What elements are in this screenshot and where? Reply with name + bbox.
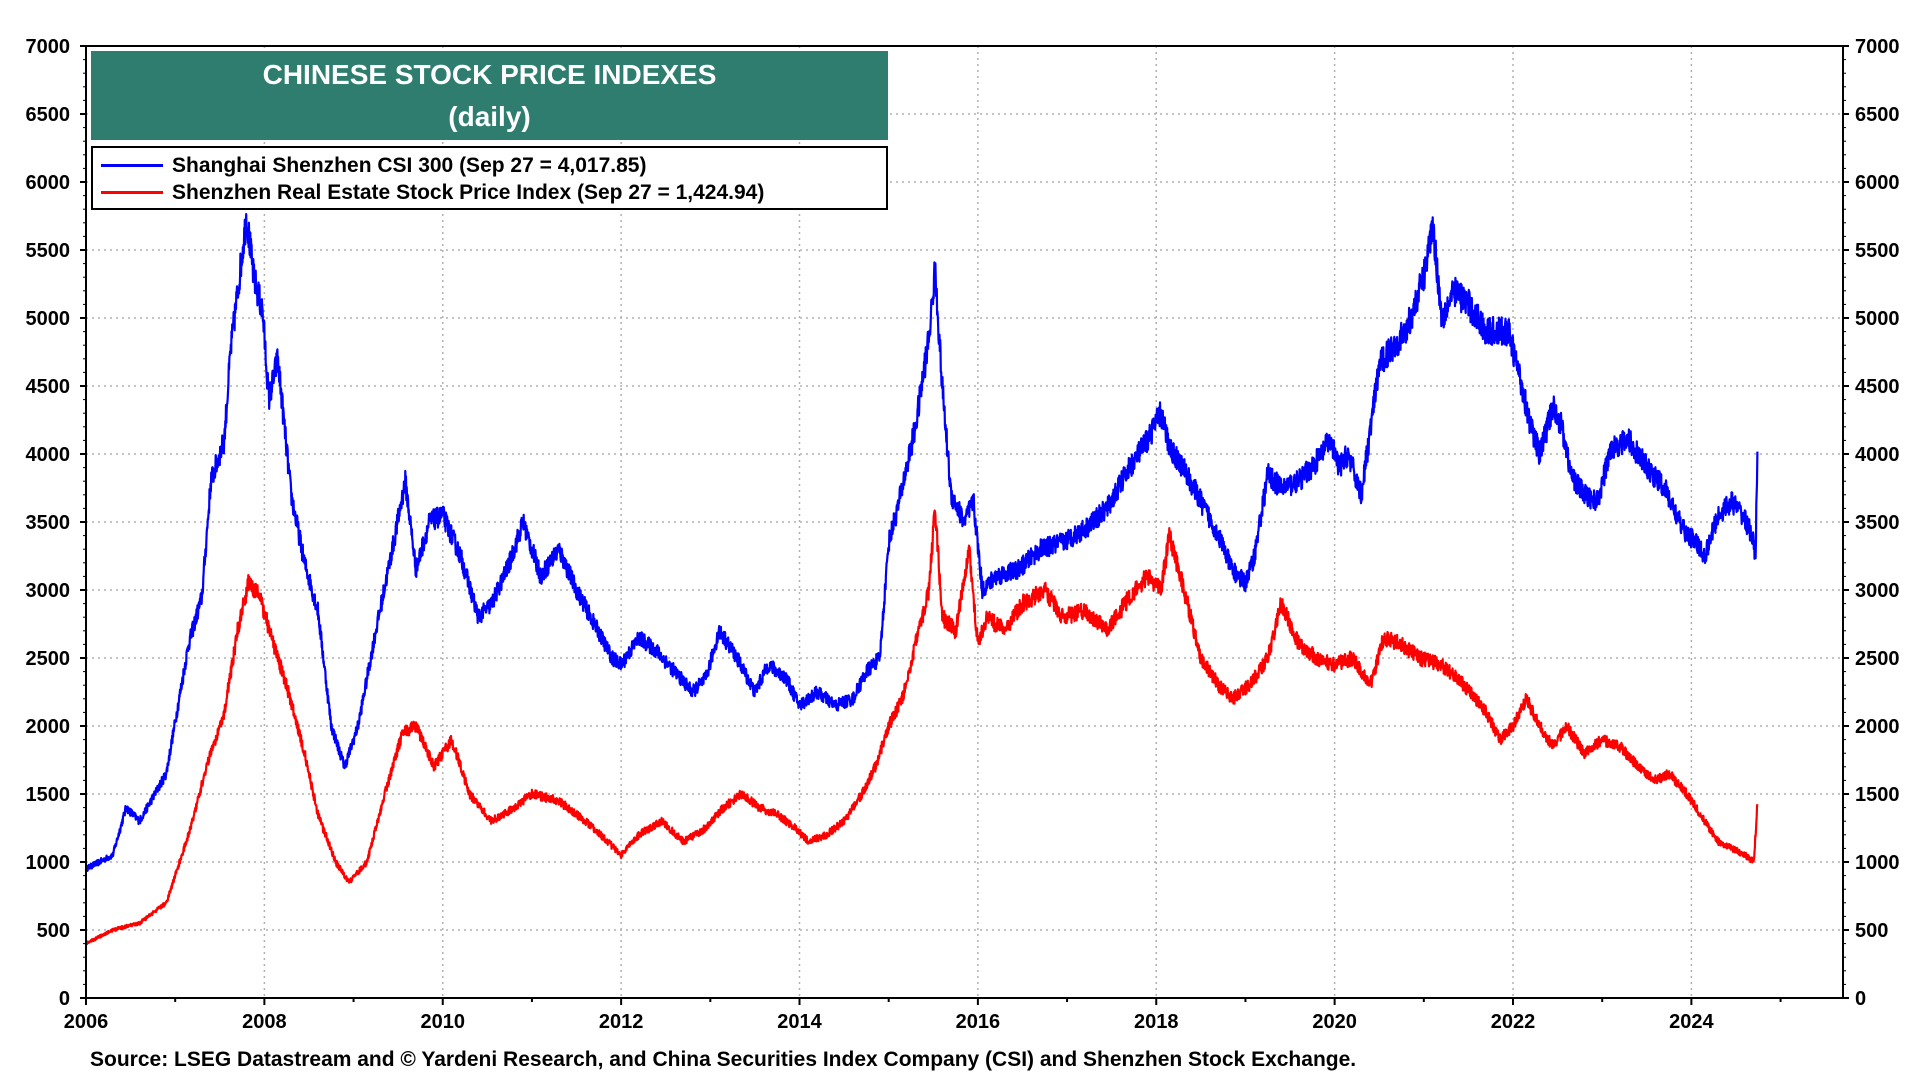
- series-line-real-estate: [84, 509, 1759, 946]
- series-layer: [84, 213, 1759, 946]
- ticks-layer: 0 0 500 500 1000 1000 1500 1500 2000 2000 2500 2500…: [26, 36, 1900, 1033]
- chart-subtitle: (daily): [448, 101, 531, 132]
- x-tick-label: 2008: [242, 1011, 287, 1033]
- x-tick-label: 2012: [599, 1011, 644, 1033]
- y-tick-label-right: 5500: [1855, 240, 1900, 262]
- y-tick-label-right: 3000: [1855, 580, 1900, 602]
- y-tick-label-left: 0: [59, 988, 70, 1010]
- legend: Shanghai Shenzhen CSI 300 (Sep 27 = 4,01…: [91, 146, 888, 210]
- y-tick-label-right: 1000: [1855, 852, 1900, 874]
- y-tick-label-right: 500: [1855, 920, 1888, 942]
- y-tick-label-left: 5000: [26, 308, 71, 330]
- x-tick-label: 2014: [777, 1011, 822, 1033]
- legend-label-csi300: Shanghai Shenzhen CSI 300 (Sep 27 = 4,01…: [172, 153, 647, 177]
- x-tick-label: 2006: [64, 1011, 109, 1033]
- y-tick-label-left: 1000: [26, 852, 71, 874]
- y-tick-label-left: 2500: [26, 648, 71, 670]
- y-tick-label-right: 7000: [1855, 36, 1900, 58]
- y-tick-label-right: 1500: [1855, 784, 1900, 806]
- y-tick-label-right: 6500: [1855, 104, 1900, 126]
- y-tick-label-right: 4500: [1855, 376, 1900, 398]
- x-tick-label: 2024: [1669, 1011, 1714, 1033]
- y-tick-label-right: 3500: [1855, 512, 1900, 534]
- y-tick-label-left: 3000: [26, 580, 71, 602]
- x-tick-label: 2020: [1312, 1011, 1357, 1033]
- legend-swatch-csi300: [101, 164, 163, 167]
- y-tick-label-right: 5000: [1855, 308, 1900, 330]
- legend-swatch-real-estate: [101, 191, 163, 194]
- y-tick-label-left: 1500: [26, 784, 71, 806]
- y-tick-label-left: 7000: [26, 36, 71, 58]
- y-tick-label-right: 2000: [1855, 716, 1900, 738]
- y-tick-label-left: 5500: [26, 240, 71, 262]
- y-tick-label-left: 6500: [26, 104, 71, 126]
- y-tick-label-left: 500: [37, 920, 70, 942]
- y-tick-label-left: 3500: [26, 512, 71, 534]
- legend-item-csi300: Shanghai Shenzhen CSI 300 (Sep 27 = 4,01…: [93, 152, 886, 179]
- x-tick-label: 2010: [421, 1011, 466, 1033]
- legend-label-real-estate: Shenzhen Real Estate Stock Price Index (…: [172, 180, 765, 204]
- y-tick-label-left: 4000: [26, 444, 71, 466]
- x-tick-label: 2018: [1134, 1011, 1179, 1033]
- series-line-csi300: [84, 213, 1759, 872]
- y-tick-label-right: 0: [1855, 988, 1866, 1010]
- x-tick-label: 2016: [956, 1011, 1001, 1033]
- y-tick-label-left: 2000: [26, 716, 71, 738]
- legend-item-real-estate: Shenzhen Real Estate Stock Price Index (…: [93, 179, 886, 206]
- y-tick-label-right: 4000: [1855, 444, 1900, 466]
- y-tick-label-left: 6000: [26, 172, 71, 194]
- grid: [86, 46, 1843, 998]
- chart-title: CHINESE STOCK PRICE INDEXES: [262, 59, 717, 90]
- y-tick-label-right: 2500: [1855, 648, 1900, 670]
- source-note: Source: LSEG Datastream and © Yardeni Re…: [90, 1048, 1357, 1071]
- x-tick-label: 2022: [1491, 1011, 1536, 1033]
- y-tick-label-right: 6000: [1855, 172, 1900, 194]
- y-tick-label-left: 4500: [26, 376, 71, 398]
- chart-title-box: CHINESE STOCK PRICE INDEXES (daily): [91, 51, 888, 140]
